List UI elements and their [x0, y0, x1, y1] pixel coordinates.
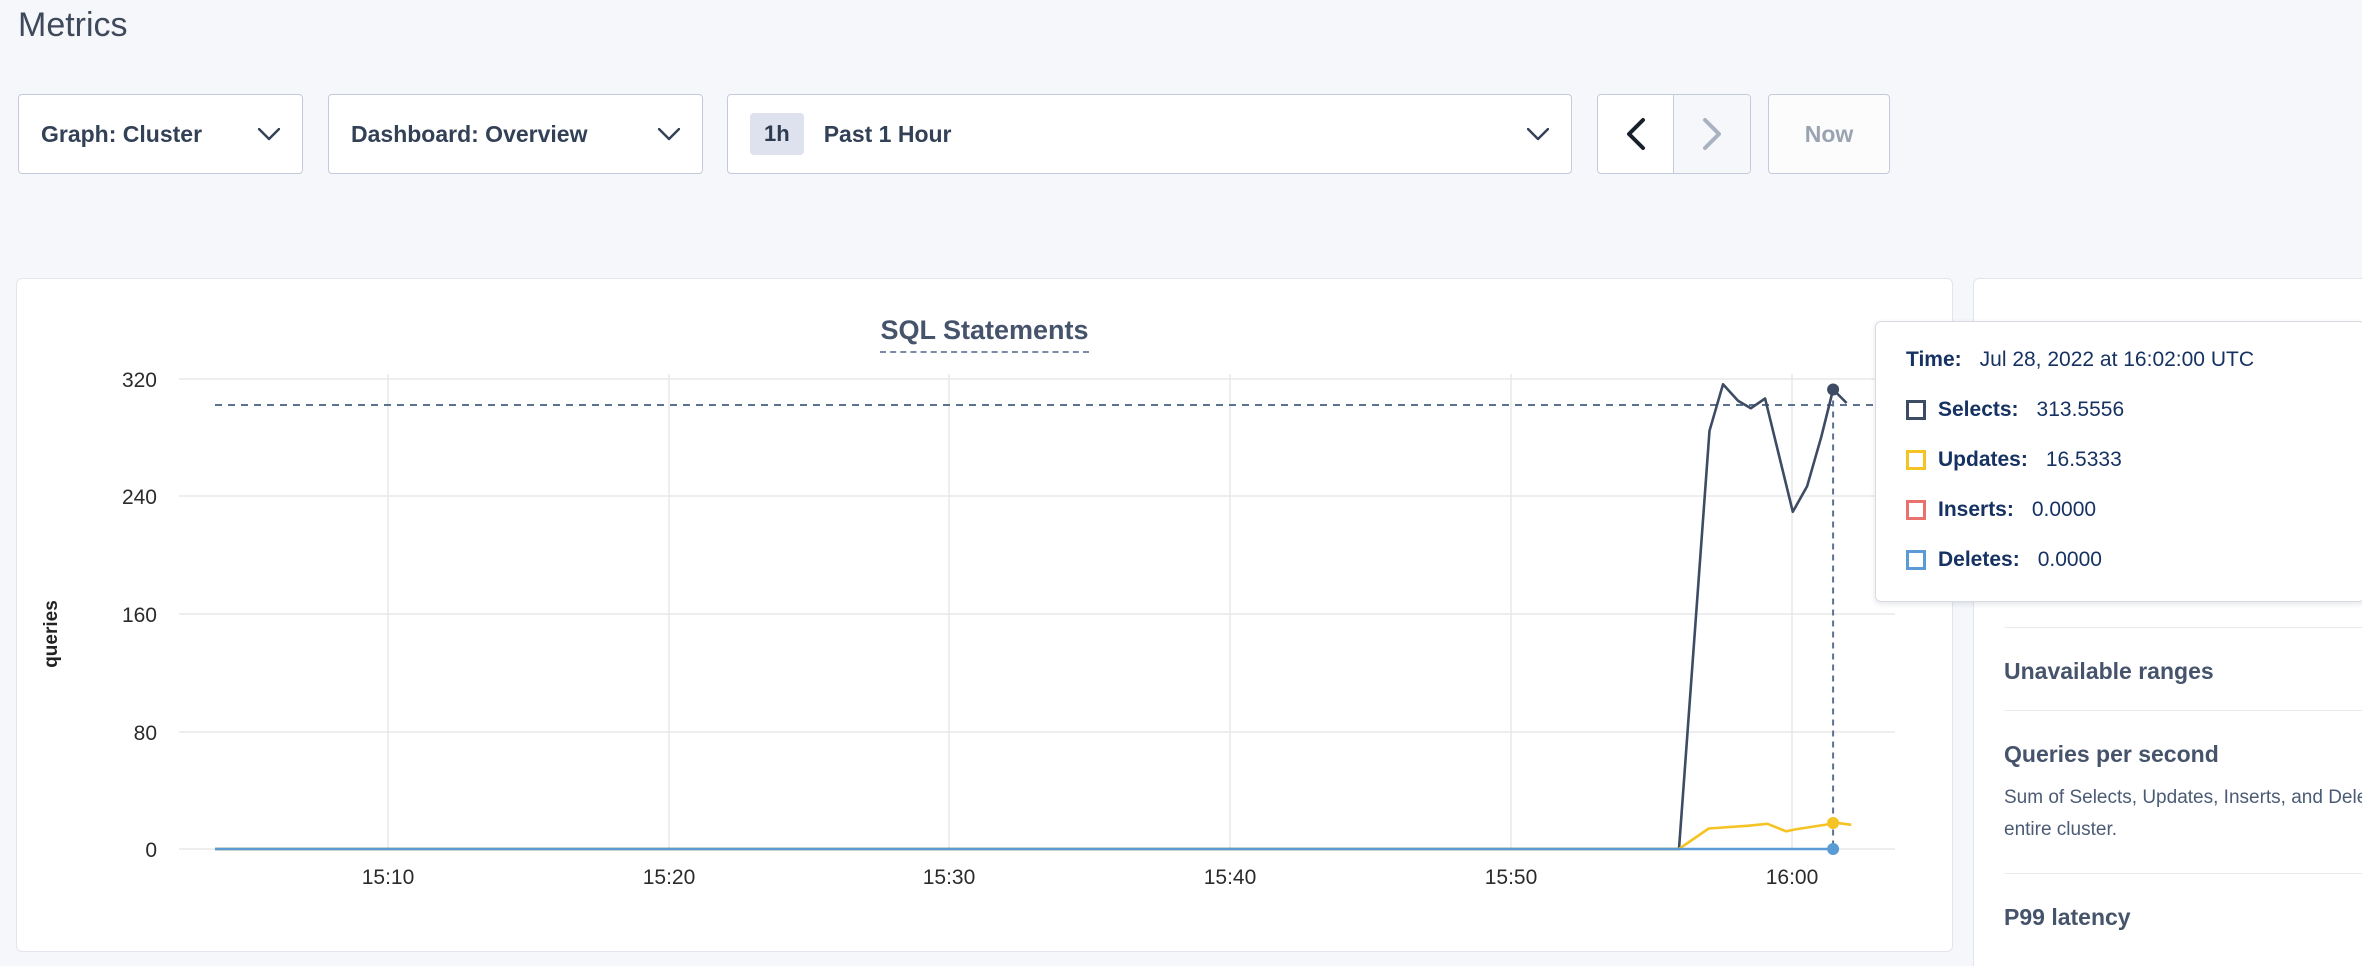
svg-text:160: 160: [122, 604, 157, 627]
svg-text:15:30: 15:30: [923, 866, 976, 889]
svg-text:15:10: 15:10: [362, 866, 415, 889]
svg-text:240: 240: [122, 486, 157, 509]
svg-text:80: 80: [134, 722, 157, 745]
svg-text:320: 320: [122, 369, 157, 392]
svg-text:0: 0: [145, 839, 157, 862]
svg-text:16:00: 16:00: [1766, 866, 1819, 889]
svg-text:15:50: 15:50: [1485, 866, 1538, 889]
svg-text:queries: queries: [41, 600, 62, 668]
svg-text:15:40: 15:40: [1204, 866, 1257, 889]
svg-text:15:20: 15:20: [643, 866, 696, 889]
